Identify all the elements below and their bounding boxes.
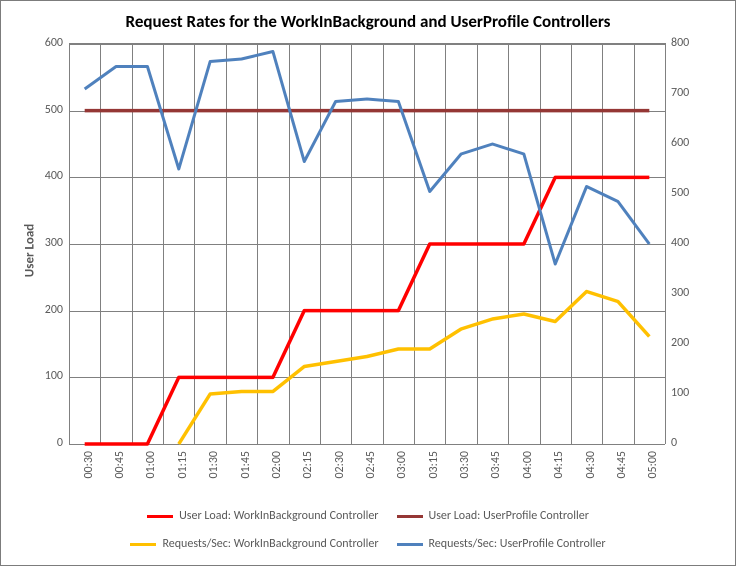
y-right-tick-label: 200 — [671, 336, 689, 350]
y-left-tick-label: 100 — [33, 369, 63, 383]
y-right-tick-label: 400 — [671, 236, 689, 250]
legend-swatch — [147, 515, 173, 518]
x-tick-label: 02:30 — [333, 451, 347, 479]
x-tick-label: 00:45 — [113, 451, 127, 479]
legend-label: User Load: WorkInBackground Controller — [179, 509, 378, 523]
y-left-tick-label: 0 — [33, 436, 63, 450]
legend-swatch — [130, 543, 156, 546]
legend: User Load: WorkInBackground Controller Us… — [61, 509, 675, 551]
x-tick-label: 01:15 — [176, 451, 190, 479]
legend-item: User Load: UserProfile Controller — [397, 509, 589, 523]
y-right-tick-label: 300 — [671, 286, 689, 300]
y-left-tick-label: 500 — [33, 103, 63, 117]
chart-title: Request Rates for the WorkInBackground a… — [1, 11, 735, 32]
legend-swatch — [397, 515, 423, 518]
x-tick-label: 01:00 — [144, 451, 158, 479]
y-left-tick-label: 300 — [33, 236, 63, 250]
plot-area — [69, 43, 666, 444]
y-right-tick-label: 800 — [671, 36, 689, 50]
x-tick-label: 03:15 — [427, 451, 441, 479]
y-left-tick-label: 600 — [33, 36, 63, 50]
series-line — [85, 52, 650, 265]
legend-item: User Load: WorkInBackground Controller — [147, 509, 378, 523]
x-tick-label: 00:30 — [82, 451, 96, 479]
x-tick-label: 05:00 — [646, 451, 660, 479]
y-right-tick-label: 600 — [671, 136, 689, 150]
x-tick-label: 03:30 — [458, 451, 472, 479]
y-left-tick-label: 400 — [33, 169, 63, 183]
legend-swatch — [397, 543, 423, 546]
x-tick-label: 04:15 — [552, 451, 566, 479]
y-right-tick-label: 100 — [671, 386, 689, 400]
y-left-tick-label: 200 — [33, 303, 63, 317]
x-tick-label: 02:15 — [301, 451, 315, 479]
series-line — [179, 292, 650, 445]
y-right-tick-label: 500 — [671, 186, 689, 200]
x-tick-label: 03:45 — [489, 451, 503, 479]
legend-label: Requests/Sec: WorkInBackground Controlle… — [162, 537, 378, 551]
legend-label: Requests/Sec: UserProfile Controller — [429, 537, 606, 551]
legend-item: Requests/Sec: WorkInBackground Controlle… — [130, 537, 378, 551]
series-svg — [69, 44, 665, 444]
x-tick-label: 02:00 — [270, 451, 284, 479]
y-right-tick-label: 0 — [671, 436, 677, 450]
x-tick-label: 04:30 — [584, 451, 598, 479]
chart-container: Request Rates for the WorkInBackground a… — [0, 0, 736, 566]
y-axis-left-title: User Load — [23, 224, 38, 277]
x-tick-label: 04:45 — [615, 451, 629, 479]
legend-item: Requests/Sec: UserProfile Controller — [397, 537, 606, 551]
x-tick-label: 04:00 — [521, 451, 535, 479]
legend-label: User Load: UserProfile Controller — [429, 509, 589, 523]
y-right-tick-label: 700 — [671, 86, 689, 100]
gridline-h — [69, 444, 665, 445]
x-tick-label: 01:45 — [239, 451, 253, 479]
x-tick-label: 01:30 — [207, 451, 221, 479]
x-tick-label: 03:00 — [395, 451, 409, 479]
x-tick-label: 02:45 — [364, 451, 378, 479]
